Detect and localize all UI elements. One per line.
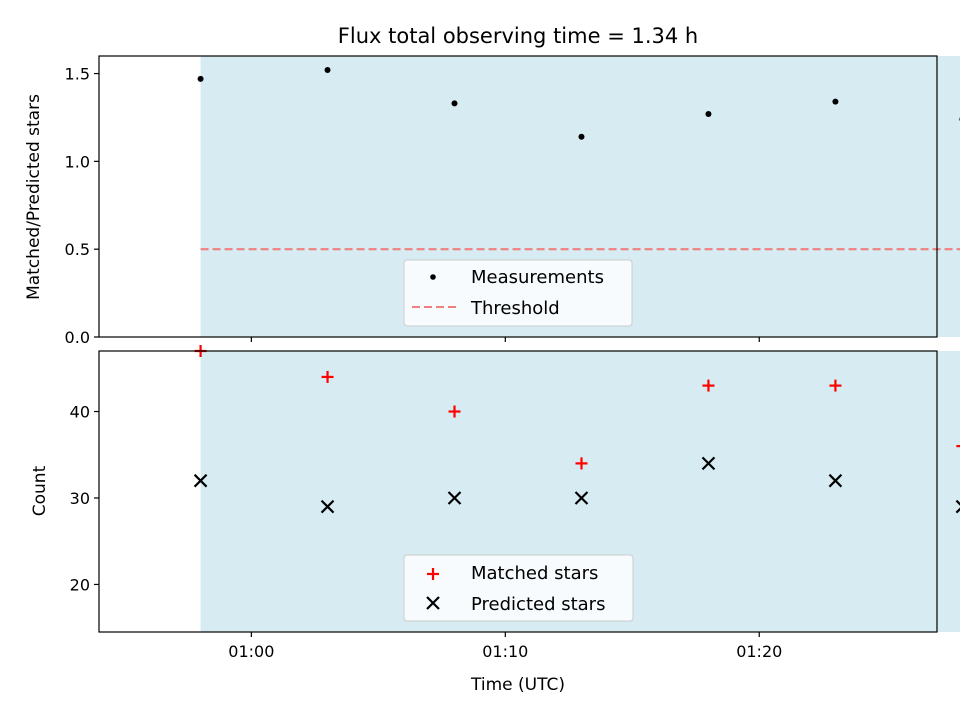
x-axis-label: Time (UTC) — [470, 675, 565, 695]
matched-point — [956, 445, 960, 448]
matched-point — [575, 457, 588, 470]
legend-matched-marker — [427, 568, 439, 580]
legend-matched-label: Matched stars — [471, 563, 598, 584]
y-tick-label: 0.0 — [65, 328, 90, 347]
bottom-y-ticks: 20 30 40 — [70, 403, 99, 594]
predicted-point — [955, 499, 960, 514]
predicted-point — [574, 491, 589, 505]
top-panel: 0.0 0.5 1.0 1.5 Matched/Predicted stars Mea… — [24, 55, 960, 347]
top-legend: Measurements Threshold — [403, 259, 633, 327]
matched-point — [829, 379, 842, 392]
matched-point — [702, 379, 715, 392]
measurement-point — [451, 100, 458, 107]
predicted-point — [447, 491, 462, 505]
x-tick-label: 01:00 — [228, 642, 274, 661]
y-tick-label: 30 — [70, 489, 90, 508]
x-tick-label: 01:20 — [736, 642, 782, 661]
top-legend-box — [403, 259, 633, 327]
y-tick-label: 20 — [70, 575, 90, 594]
top-x-ticks — [250, 337, 760, 342]
predicted-point — [701, 456, 716, 471]
measurement-point — [832, 98, 839, 105]
measurement-points — [197, 67, 960, 140]
bottom-legend-box — [403, 554, 634, 622]
chart-title: Flux total observing time = 1.34 h — [338, 24, 698, 48]
predicted-points — [193, 456, 960, 514]
matched-point — [448, 405, 461, 418]
measurement-point — [705, 110, 712, 117]
y-tick-label: 1.0 — [65, 152, 90, 171]
measurement-point — [197, 75, 204, 82]
legend-predicted-marker — [426, 596, 440, 610]
bottom-axes-frame — [98, 350, 938, 633]
predicted-point — [320, 499, 335, 514]
x-tick-label: 01:10 — [482, 642, 528, 661]
top-y-axis-label: Matched/Predicted stars — [24, 94, 44, 300]
legend-predicted-label: Predicted stars — [471, 594, 605, 615]
predicted-point — [193, 473, 208, 488]
measurement-point — [324, 67, 331, 74]
matched-point — [321, 370, 334, 383]
y-tick-label: 1.5 — [65, 65, 90, 84]
legend-measurements-label: Measurements — [471, 267, 604, 288]
measurement-point — [578, 133, 585, 140]
top-y-ticks: 0.0 0.5 1.0 1.5 — [65, 65, 99, 347]
top-axes-frame — [98, 55, 938, 338]
y-tick-label: 40 — [70, 403, 90, 422]
legend-threshold-label: Threshold — [470, 298, 560, 319]
bottom-legend: Matched stars Predicted stars — [403, 554, 634, 622]
bottom-y-axis-label: Count — [30, 465, 50, 516]
bottom-x-ticks: 01:0001:1001:2001:3001:4001:5002:0002:10… — [228, 632, 782, 661]
predicted-point — [828, 473, 843, 488]
y-tick-label: 0.5 — [65, 240, 90, 259]
legend-measurement-marker — [430, 274, 436, 280]
